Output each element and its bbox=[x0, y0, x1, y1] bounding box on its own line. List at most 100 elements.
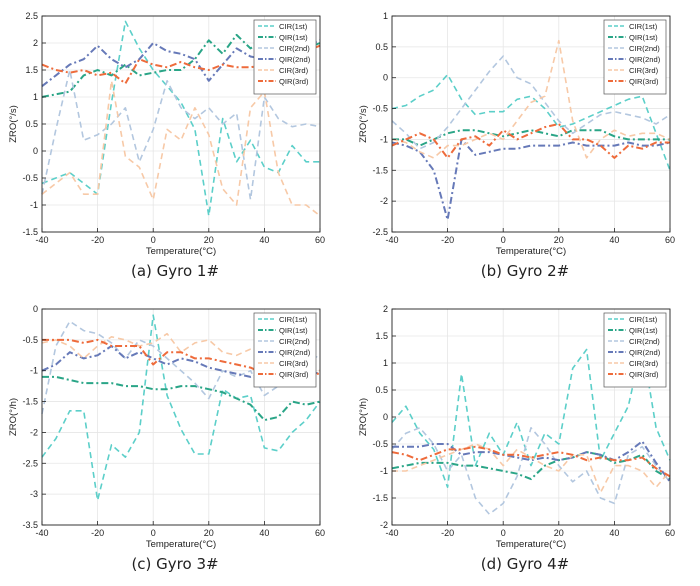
y-axis-label: ZRO(°/h) bbox=[358, 398, 369, 436]
legend-label: QIR(1st) bbox=[279, 33, 308, 42]
plot-frame bbox=[391, 15, 671, 233]
series-line-qir3rd bbox=[391, 123, 670, 159]
series-line-cir3rd bbox=[41, 80, 321, 217]
series-line-qir2nd bbox=[392, 440, 671, 483]
legend-box bbox=[603, 19, 667, 95]
legend-box bbox=[603, 312, 667, 388]
y-tick-label: 0.5 bbox=[375, 385, 388, 395]
caption-c: (c) Gyro 3# bbox=[131, 555, 219, 573]
y-tick-label: 1 bbox=[383, 11, 388, 21]
y-tick-label: 0 bbox=[33, 304, 38, 314]
y-axis-label: ZRO(°/h) bbox=[8, 398, 19, 436]
y-tick-label: -3.5 bbox=[22, 520, 38, 530]
y-tick-label: 0.5 bbox=[25, 119, 38, 129]
legend-label: QIR(3rd) bbox=[629, 77, 659, 86]
legend-label: CIR(2nd) bbox=[279, 44, 310, 53]
x-tick-label: 0 bbox=[501, 235, 506, 245]
y-tick-label: -1.5 bbox=[372, 165, 388, 175]
legend-label: CIR(2nd) bbox=[629, 337, 660, 346]
y-tick-label: -1 bbox=[30, 200, 38, 210]
legend-label: QIR(2nd) bbox=[629, 348, 661, 357]
x-tick-label: -40 bbox=[35, 528, 48, 538]
x-tick-label: 0 bbox=[501, 528, 506, 538]
x-tick-label: -20 bbox=[91, 235, 104, 245]
series-line-qir2nd bbox=[391, 138, 671, 221]
x-tick-label: -20 bbox=[441, 235, 454, 245]
x-tick-label: 0 bbox=[151, 235, 156, 245]
x-tick-label: -40 bbox=[385, 235, 398, 245]
y-tick-label: -2.5 bbox=[372, 227, 388, 237]
legend-label: CIR(2nd) bbox=[629, 44, 660, 53]
chart-panel-b: -40 -20 0 20 40 60 -2.5 -2 -1.5 -1 -0.5 0 0.5 1 Temper… bbox=[350, 0, 700, 293]
x-tick-label: 40 bbox=[609, 528, 619, 538]
legend-label: CIR(3rd) bbox=[279, 359, 309, 368]
x-axis-label: Temperature(°C) bbox=[496, 246, 566, 257]
y-tick-label: -2.5 bbox=[22, 458, 38, 468]
chart-panel-a: -40 -20 0 20 40 60 -1.5 -1 -0.5 0 0.5 1 1.5 2 2.5 Tempe… bbox=[0, 0, 350, 293]
x-tick-label: 20 bbox=[204, 528, 214, 538]
y-tick-label: -0.5 bbox=[22, 173, 38, 183]
y-tick-label: -2 bbox=[380, 520, 388, 530]
legend-label: QIR(3rd) bbox=[279, 370, 309, 379]
y-tick-label: 2 bbox=[33, 38, 38, 48]
chart-panel-d: -40 -20 0 20 40 60 -2 -1.5 -1 -0.5 0 0.5 1 1.5 2 Temper… bbox=[350, 293, 700, 586]
legend-label: QIR(1st) bbox=[629, 326, 658, 335]
chart-d: -40 -20 0 20 40 60 -2 -1.5 -1 -0.5 0 0.5 1 1.5 2 Temper… bbox=[358, 304, 675, 550]
x-tick-label: 60 bbox=[665, 528, 675, 538]
series-line-cir3rd bbox=[392, 443, 671, 494]
caption-d: (d) Gyro 4# bbox=[480, 555, 570, 573]
y-tick-label: -1 bbox=[380, 466, 388, 476]
chart-panel-c: -40 -20 0 20 40 60 -3.5 -3 -2.5 -2 -1.5 -1 -0.5 0 Temp… bbox=[0, 293, 350, 586]
legend-label: CIR(1st) bbox=[629, 22, 658, 31]
caption-a: (a) Gyro 1# bbox=[130, 262, 220, 280]
legend-label: CIR(3rd) bbox=[629, 359, 659, 368]
y-tick-label: -2 bbox=[380, 196, 388, 206]
y-tick-label: -2 bbox=[30, 427, 38, 437]
chart-b: -40 -20 0 20 40 60 -2.5 -2 -1.5 -1 -0.5 0 0.5 1 Temper… bbox=[358, 11, 675, 257]
y-tick-label: 0.5 bbox=[375, 42, 388, 52]
x-tick-label: 20 bbox=[554, 528, 564, 538]
series-line-cir1st bbox=[41, 20, 320, 217]
legend-label: QIR(2nd) bbox=[279, 55, 311, 64]
y-tick-label: 1 bbox=[33, 92, 38, 102]
x-tick-label: 20 bbox=[204, 235, 214, 245]
x-tick-label: 20 bbox=[554, 235, 564, 245]
x-tick-label: 40 bbox=[259, 528, 269, 538]
legend-label: CIR(3rd) bbox=[279, 66, 309, 75]
x-tick-label: -20 bbox=[91, 528, 104, 538]
series-line-cir2nd bbox=[41, 320, 321, 415]
series-line-qir1st bbox=[42, 375, 321, 422]
y-tick-label: 1.5 bbox=[375, 331, 388, 341]
legend-label: CIR(1st) bbox=[279, 22, 308, 31]
y-tick-label: 0 bbox=[33, 146, 38, 156]
series-line-qir3rd bbox=[391, 445, 671, 478]
series-line-cir1st bbox=[391, 343, 671, 488]
y-axis-label: ZRO(°/s) bbox=[8, 105, 19, 143]
x-tick-label: -40 bbox=[385, 528, 398, 538]
legend-label: CIR(2nd) bbox=[279, 337, 310, 346]
y-tick-label: 1.5 bbox=[25, 65, 38, 75]
legend-label: CIR(1st) bbox=[629, 315, 658, 324]
y-axis-label: ZRO(°/s) bbox=[358, 105, 369, 143]
x-tick-label: -20 bbox=[441, 528, 454, 538]
y-tick-label: -0.5 bbox=[372, 439, 388, 449]
caption-b: (b) Gyro 2# bbox=[480, 262, 570, 280]
y-tick-label: -1 bbox=[30, 366, 38, 376]
legend-label: QIR(2nd) bbox=[279, 348, 311, 357]
x-axis-label: Temperature(°C) bbox=[496, 539, 566, 550]
legend-label: CIR(3rd) bbox=[629, 66, 659, 75]
x-tick-label: 0 bbox=[151, 528, 156, 538]
x-tick-label: 60 bbox=[315, 528, 325, 538]
series-line-cir2nd bbox=[391, 427, 671, 515]
series-line-qir1st bbox=[391, 451, 671, 481]
y-tick-label: -3 bbox=[30, 489, 38, 499]
y-tick-label: -0.5 bbox=[22, 335, 38, 345]
x-tick-label: 40 bbox=[609, 235, 619, 245]
y-tick-label: 2 bbox=[383, 304, 388, 314]
legend-label: QIR(2nd) bbox=[629, 55, 661, 64]
x-axis-label: Temperature(°C) bbox=[146, 539, 216, 550]
x-axis-label: Temperature(°C) bbox=[146, 246, 216, 257]
legend-label: QIR(3rd) bbox=[629, 370, 659, 379]
legend-box bbox=[253, 19, 317, 95]
x-tick-label: 60 bbox=[665, 235, 675, 245]
